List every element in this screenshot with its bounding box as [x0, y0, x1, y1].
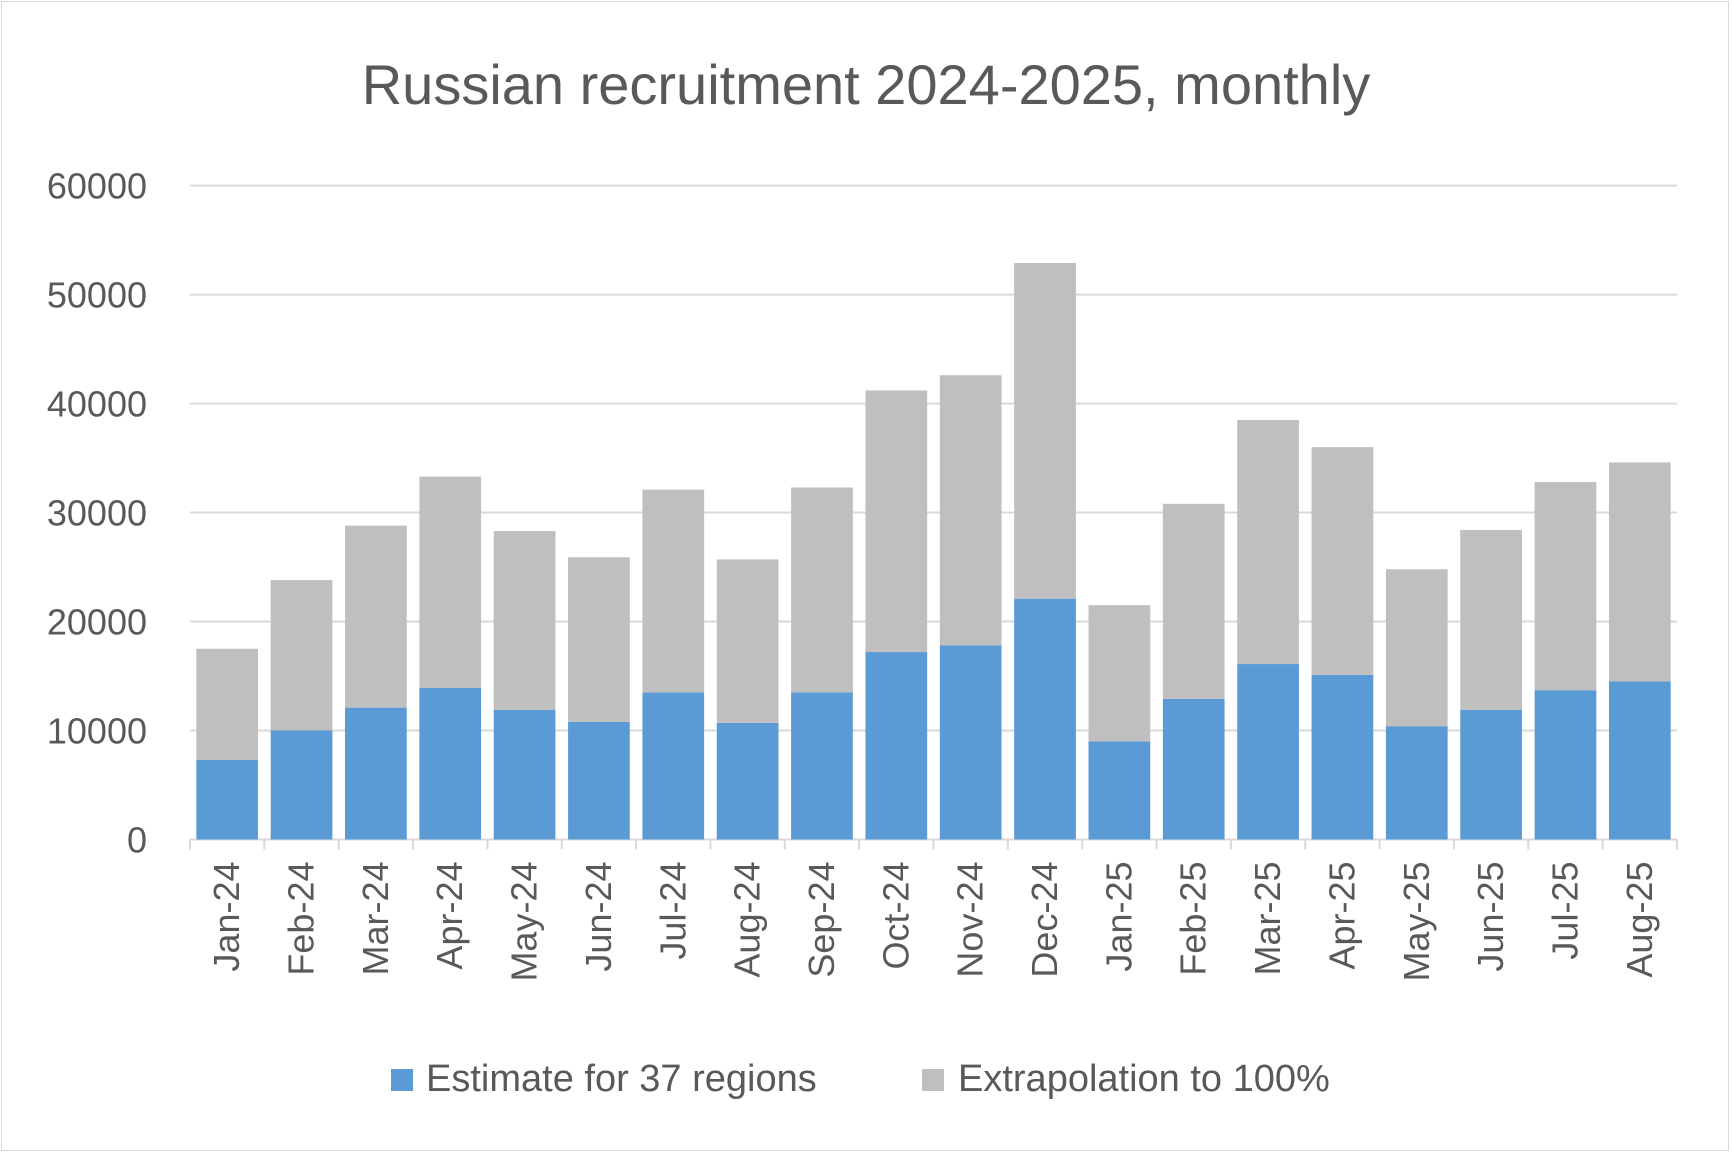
x-tick-label: Apr-24 — [429, 862, 470, 970]
bar-extrapolation-Aug-24 — [716, 559, 779, 723]
bar-extrapolation-Nov-24 — [939, 375, 1002, 646]
bar-estimate-Jul-24 — [642, 692, 705, 840]
x-tick-label: Feb-25 — [1173, 862, 1214, 976]
y-tick-label: 60000 — [47, 166, 147, 207]
bar-extrapolation-Jun-25 — [1460, 529, 1522, 710]
chart-title: Russian recruitment 2024-2025, monthly — [362, 53, 1371, 116]
bar-extrapolation-Oct-24 — [865, 390, 928, 653]
bar-estimate-Feb-25 — [1162, 698, 1225, 840]
bar-extrapolation-Dec-24 — [1014, 262, 1076, 599]
bar-extrapolation-Mar-24 — [345, 525, 407, 708]
bar-estimate-Apr-24 — [419, 688, 482, 840]
x-tick-label: Jun-24 — [578, 862, 619, 972]
bar-extrapolation-Sep-24 — [791, 487, 853, 693]
legend-label-estimate: Estimate for 37 regions — [426, 1058, 817, 1100]
bar-extrapolation-Mar-25 — [1237, 419, 1299, 665]
bar-extrapolation-Feb-25 — [1162, 503, 1225, 699]
y-tick-label: 40000 — [47, 384, 147, 425]
bar-extrapolation-Jun-24 — [568, 557, 630, 722]
y-tick-labels: 0 10000 20000 30000 40000 50000 60000 — [47, 166, 147, 861]
legend: Estimate for 37 regions Extrapolation to… — [391, 1058, 1330, 1100]
x-tick-label: Nov-24 — [950, 862, 991, 978]
bar-extrapolation-Jan-25 — [1088, 605, 1151, 742]
bar-extrapolation-May-24 — [493, 531, 556, 710]
bar-extrapolation-Apr-25 — [1311, 447, 1374, 675]
legend-swatch-extrapolation — [922, 1069, 944, 1091]
x-tick-label: Dec-24 — [1024, 862, 1065, 978]
x-tick-label: May-25 — [1396, 862, 1437, 982]
bar-estimate-May-24 — [493, 709, 556, 840]
bar-estimate-Jun-25 — [1460, 709, 1522, 840]
x-tick-label: May-24 — [504, 862, 545, 982]
bar-extrapolation-Feb-24 — [270, 580, 333, 731]
bar-estimate-Dec-24 — [1014, 598, 1076, 840]
bar-estimate-Mar-25 — [1237, 664, 1299, 840]
x-tick-label: Mar-25 — [1247, 862, 1288, 976]
y-tick-label: 0 — [127, 820, 147, 861]
bar-estimate-Jan-25 — [1088, 741, 1151, 840]
x-tick-label: Feb-24 — [281, 862, 322, 976]
bar-estimate-Jul-25 — [1534, 690, 1597, 840]
bar-estimate-Feb-24 — [270, 730, 333, 840]
gridlines — [189, 184, 1678, 850]
bar-extrapolation-Jul-24 — [642, 489, 705, 693]
x-tick-label: Oct-24 — [875, 862, 916, 970]
bar-estimate-Mar-24 — [345, 707, 407, 840]
x-tick-label: Apr-25 — [1321, 862, 1362, 970]
x-tick-label: Mar-24 — [355, 862, 396, 976]
x-tick-label: Jan-25 — [1098, 862, 1139, 972]
bar-extrapolation-Jul-25 — [1534, 482, 1597, 691]
legend-swatch-estimate — [391, 1069, 413, 1091]
bar-extrapolation-Apr-24 — [419, 476, 482, 689]
x-tick-label: Jul-25 — [1544, 862, 1585, 960]
bar-estimate-Aug-24 — [716, 722, 779, 840]
x-tick-label: Aug-24 — [727, 862, 768, 978]
bar-estimate-Jan-24 — [196, 759, 259, 840]
bar-estimate-Apr-25 — [1311, 674, 1374, 840]
y-tick-label: 10000 — [47, 711, 147, 752]
x-tick-label: Sep-24 — [801, 862, 842, 978]
bar-extrapolation-Aug-25 — [1608, 462, 1671, 682]
y-tick-label: 50000 — [47, 275, 147, 316]
y-tick-label: 30000 — [47, 493, 147, 534]
bar-estimate-Oct-24 — [865, 652, 928, 840]
bar-estimate-Jun-24 — [568, 721, 630, 840]
x-tick-label: Jan-24 — [206, 862, 247, 972]
bars — [196, 262, 1671, 840]
x-tick-labels: Jan-24 Feb-24 Mar-24 Apr-24 May-24 Jun-24 Jul-… — [206, 862, 1660, 982]
bar-estimate-May-25 — [1385, 726, 1448, 840]
x-tick-label: Aug-25 — [1619, 862, 1660, 978]
y-tick-label: 20000 — [47, 602, 147, 643]
bar-estimate-Aug-25 — [1608, 681, 1671, 840]
bar-extrapolation-Jan-24 — [196, 648, 259, 760]
x-tick-label: Jun-25 — [1470, 862, 1511, 972]
legend-label-extrapolation: Extrapolation to 100% — [958, 1058, 1330, 1100]
bar-extrapolation-May-25 — [1385, 569, 1448, 727]
x-tick-label: Jul-24 — [652, 862, 693, 960]
bar-estimate-Nov-24 — [939, 645, 1002, 840]
bar-estimate-Sep-24 — [791, 692, 853, 840]
